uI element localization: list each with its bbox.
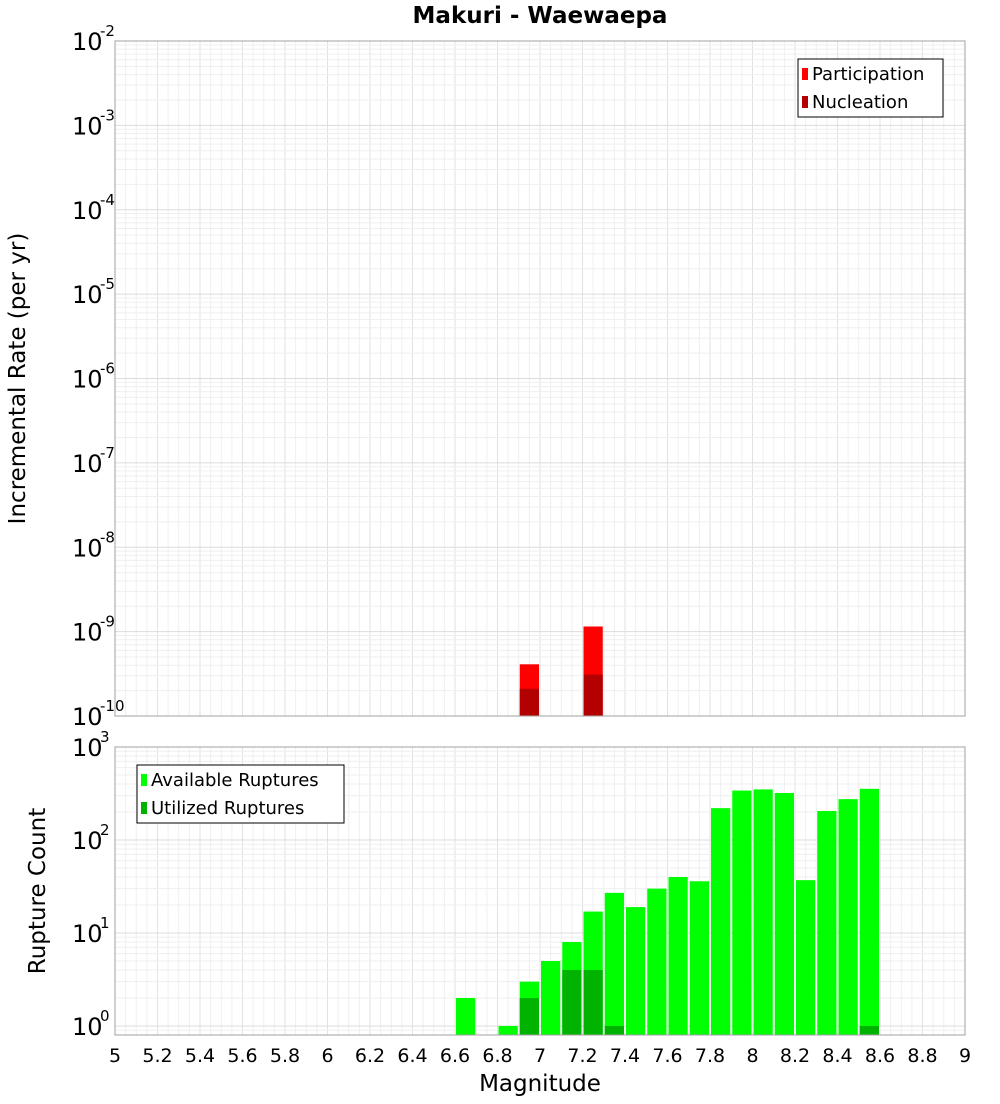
chart2-x-ticks: 5 5.2 5.4 5.6 5.8 6 6.2 6.4 6.6 6.8 7 7.2 7.4 7.6 7.8 8… [109,1045,971,1067]
chart1-y-tick-exponent: -7 [100,444,115,462]
chart1-legend-swatch [802,68,808,80]
chart2-x-tick-label: 6.6 [440,1045,470,1067]
chart2-y-tick-label: 10 [72,920,103,948]
chart2-bar [859,1025,879,1035]
chart2-legend-swatch [141,774,147,786]
chart2-bar [859,788,879,1035]
chart2-x-tick-label: 8.2 [780,1045,810,1067]
chart2-x-tick-label: 5.4 [185,1045,215,1067]
chart2-bar [541,960,561,1035]
chart1-legend-swatch [802,96,808,108]
chart1-series-2 [519,674,603,716]
chart2-legend-label: Utilized Ruptures [151,798,304,819]
chart2-bar [604,1025,624,1035]
chart2-bar [583,969,603,1035]
chart2-bar [647,888,667,1035]
chart2-x-tick-label: 6.8 [482,1045,512,1067]
chart2-y-tick-label: 10 [72,734,103,762]
chart2-x-tick-label: 8.8 [907,1045,937,1067]
chart2-bar [711,808,731,1035]
chart2-bar [626,907,646,1035]
chart1-bar [583,674,603,716]
chart2-x-tick-label: 5.6 [227,1045,257,1067]
chart2-legend: Available Ruptures Utilized Ruptures [136,764,345,824]
chart1-legend-box [797,58,944,118]
chart2-x-tick-label: 8.6 [865,1045,895,1067]
chart1-y-tick-label: 10 [72,450,103,478]
chart2-x-tick-label: 7.4 [610,1045,640,1067]
chart1-y-tick-exponent: -8 [100,528,115,546]
chart2-series-2 [519,969,879,1035]
chart1-y-tick-exponent: -5 [100,275,115,293]
chart1-y-tick-exponent: -10 [100,697,125,715]
chart1-y-tick-exponent: -2 [100,22,115,40]
chart2-bar [796,880,816,1035]
chart2-x-tick-label: 7.2 [567,1045,597,1067]
chart2-y-tick-exponent: 2 [100,821,110,839]
chart2-bar [604,892,624,1035]
chart2-x-tick-label: 7 [534,1045,546,1067]
chart2-y-tick-label: 10 [72,827,103,855]
chart1-panel: 10-1010-910-810-710-610-510-410-310-2Mak… [5,3,966,731]
chart1-y-tick-label: 10 [72,619,103,647]
chart1-y-tick-label: 10 [72,28,103,56]
chart1-y-tick-label: 10 [72,112,103,140]
chart2-x-tick-label: 5.2 [142,1045,172,1067]
chart1-y-tick-exponent: -4 [100,191,115,209]
chart1-y-tick-exponent: -6 [100,360,115,378]
chart1-y-tick-label: 10 [72,703,103,731]
chart2-legend-swatch [141,802,147,814]
chart2-x-tick-label: 8.4 [822,1045,852,1067]
chart1-y-tick-label: 10 [72,197,103,225]
chart2-x-axis-label: Magnitude [479,1071,601,1097]
chart2-bar [838,799,858,1035]
chart1-y-tick-exponent: -3 [100,106,115,124]
chart2-x-tick-label: 5 [109,1045,121,1067]
chart1-bar [519,688,539,716]
chart2-series-1 [456,788,879,1035]
chart2-bar [668,877,688,1035]
chart2-bar [774,793,794,1035]
chart1-y-axis-label: Incremental Rate (per yr) [5,233,31,525]
chart2-legend-box [136,764,345,824]
chart2-bar [689,881,709,1035]
chart1-y-tick-exponent: -9 [100,613,115,631]
chart2-bar [817,811,837,1035]
chart2-bar [456,997,476,1035]
chart2-x-tick-label: 5.8 [270,1045,300,1067]
chart1-plot-border [114,40,966,717]
chart2-y-tick-label: 10 [72,1013,103,1041]
chart2-x-tick-label: 6.4 [397,1045,427,1067]
chart2-bar [753,789,773,1035]
chart2-bar [519,997,539,1035]
chart2-x-tick-label: 9 [959,1045,971,1067]
chart2-x-tick-label: 7.8 [695,1045,725,1067]
chart1-grid [114,40,966,717]
chart1-legend: Participation Nucleation [797,58,944,118]
chart2-x-tick-label: 6.2 [355,1045,385,1067]
chart-title: Makuri - Waewaepa [413,3,668,29]
chart2-x-tick-label: 8 [746,1045,758,1067]
chart2-y-tick-exponent: 3 [100,728,110,746]
chart2-bar [498,1025,518,1035]
chart2-plot-border [114,746,966,1036]
chart2-legend-label: Available Ruptures [151,770,319,791]
chart2-y-tick-exponent: 0 [100,1007,110,1025]
chart2-bar [562,969,582,1035]
chart1-y-tick-label: 10 [72,534,103,562]
chart1-y-tick-label: 10 [72,366,103,394]
chart1-legend-label: Nucleation [812,92,908,113]
chart2-y-axis-label: Rupture Count [25,808,51,974]
chart1-legend-label: Participation [812,64,924,85]
chart1-y-tick-label: 10 [72,281,103,309]
chart2-x-tick-label: 7.6 [652,1045,682,1067]
chart2-y-tick-exponent: 1 [100,914,110,932]
chart2-x-tick-label: 6 [321,1045,333,1067]
chart2-bar [732,790,752,1035]
